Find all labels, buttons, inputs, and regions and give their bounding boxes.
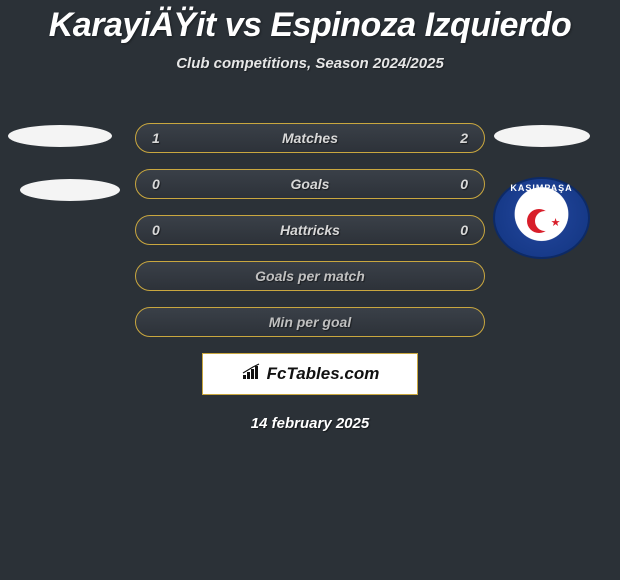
stat-right-value: 0	[460, 176, 468, 192]
badge-club-name: KASIMPAŞA	[493, 183, 590, 193]
stat-row-goals: 0 Goals 0	[135, 169, 485, 199]
stat-row-goals-per-match: Goals per match	[135, 261, 485, 291]
stat-label: Min per goal	[269, 314, 351, 330]
brand-text: FcTables.com	[267, 364, 380, 384]
decor-ellipse	[494, 125, 590, 147]
star-icon: ★	[551, 216, 561, 229]
stat-left-value: 0	[152, 222, 160, 238]
decor-ellipse	[20, 179, 120, 201]
stat-label: Hattricks	[160, 222, 460, 238]
stat-left-value: 0	[152, 176, 160, 192]
stat-left-value: 1	[152, 130, 160, 146]
stat-label: Matches	[160, 130, 460, 146]
left-decor-group	[8, 125, 120, 201]
season-subtitle: Club competitions, Season 2024/2025	[0, 55, 620, 72]
stat-row-matches: 1 Matches 2	[135, 123, 485, 153]
page-title: KarayiÄŸit vs Espinoza Izquierdo	[0, 0, 620, 45]
snapshot-date: 14 february 2025	[135, 415, 485, 432]
badge-emblem: ★	[517, 203, 567, 239]
stat-row-hattricks: 0 Hattricks 0	[135, 215, 485, 245]
stat-right-value: 0	[460, 222, 468, 238]
stat-label: Goals per match	[255, 268, 365, 284]
stat-row-min-per-goal: Min per goal	[135, 307, 485, 337]
brand-box: FcTables.com	[202, 353, 418, 395]
right-decor-group: KASIMPAŞA ★	[493, 125, 590, 259]
stat-right-value: 2	[460, 130, 468, 146]
stat-label: Goals	[160, 176, 460, 192]
bar-chart-icon	[241, 363, 263, 386]
club-badge: KASIMPAŞA ★	[493, 177, 590, 259]
stats-column: 1 Matches 2 0 Goals 0 0 Hattricks 0 Goal…	[135, 123, 485, 432]
decor-ellipse	[8, 125, 112, 147]
